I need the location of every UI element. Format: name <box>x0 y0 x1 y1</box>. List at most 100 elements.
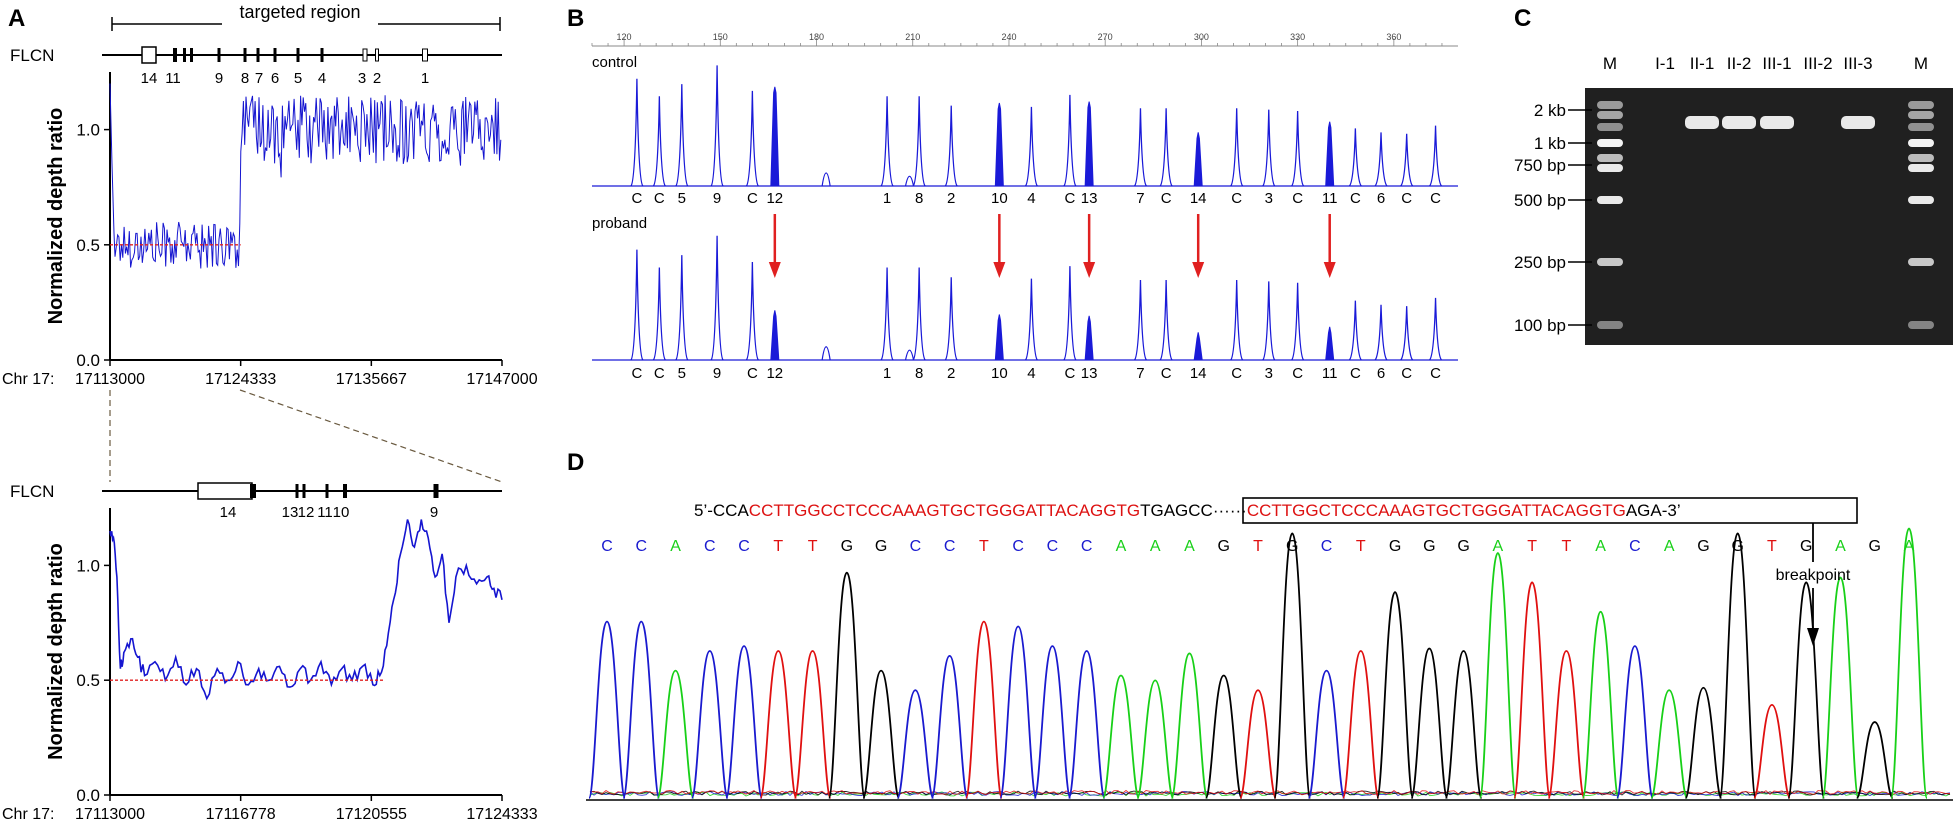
y-tick-label: 0.0 <box>76 351 100 370</box>
exon-label-13: 13 <box>282 504 299 521</box>
seq-deleted-left: CCTTGGCCTCCCAAAGTGCTGGGATTACAGGTG <box>749 501 1140 520</box>
peak-A <box>1821 576 1860 799</box>
peak-proband-5 <box>675 255 689 361</box>
probe-label-proband: C <box>1430 365 1441 382</box>
peak-proband-2 <box>944 277 958 361</box>
exon-label-7: 7 <box>255 70 263 87</box>
exon-label-14: 14 <box>220 504 237 521</box>
base-call: C <box>635 538 647 555</box>
probe-label-proband: C <box>1292 365 1303 382</box>
peak-C <box>1033 645 1072 799</box>
product-band-II-1 <box>1685 116 1719 129</box>
deletion-arrowhead-12 <box>768 262 781 278</box>
peak-control-C <box>652 96 666 187</box>
gene-label-bottom: FLCN <box>10 482 54 501</box>
base-call: A <box>1150 538 1161 555</box>
probe-label-control: C <box>631 190 642 207</box>
base-call: G <box>1423 538 1435 555</box>
peak-C <box>896 689 935 799</box>
peak-G <box>827 571 866 799</box>
lane-label: I-1 <box>1655 54 1675 73</box>
peak-control-1 <box>880 96 894 187</box>
peak-proband-6 <box>1374 304 1388 361</box>
base-call: A <box>1664 538 1675 555</box>
peak-T <box>1547 650 1586 799</box>
y-tick-label: 0.5 <box>76 236 100 255</box>
peak-G <box>1204 674 1243 799</box>
exon-5 <box>296 48 300 62</box>
peak-T <box>965 620 1003 799</box>
exon-11 <box>325 484 329 498</box>
minor-peak <box>821 346 831 361</box>
baseline-trace-G <box>589 790 1951 796</box>
marker-band <box>1597 196 1623 204</box>
peak-C <box>1616 645 1654 799</box>
seq-box-black: TGAGCC <box>1140 501 1213 520</box>
marker-label: 2 kb <box>1534 101 1566 120</box>
probe-label-control: C <box>1231 190 1242 207</box>
peak-proband-C <box>1291 282 1305 361</box>
panel-a-letter: A <box>8 5 25 32</box>
probe-label-control: 5 <box>678 190 686 207</box>
exon-2 <box>375 48 379 62</box>
peak-proband-10 <box>994 314 1004 361</box>
probe-label-proband: 12 <box>766 365 783 382</box>
marker-band <box>1908 196 1934 204</box>
peak-proband-4 <box>1024 278 1038 361</box>
base-call: T <box>1253 538 1263 555</box>
base-call: T <box>773 538 783 555</box>
base-call: T <box>1356 538 1366 555</box>
x-axis-prefix: Chr 17: <box>2 371 54 388</box>
probe-label-proband: C <box>1161 365 1172 382</box>
ruler-label: 360 <box>1386 32 1401 42</box>
peak-proband-C <box>1428 297 1443 361</box>
x-tick-label: 17120555 <box>336 806 407 823</box>
probe-label-control: C <box>1430 190 1441 207</box>
base-call: G <box>1389 538 1401 555</box>
peak-T <box>1341 650 1380 799</box>
peak-control-3 <box>1262 109 1276 187</box>
panel-d-letter: D <box>567 449 584 476</box>
base-call: A <box>670 538 681 555</box>
base-call: C <box>704 538 716 555</box>
exon-6 <box>273 48 277 62</box>
peak-control-4 <box>1024 106 1038 187</box>
base-call: A <box>1493 538 1504 555</box>
marker-label: 100 bp <box>1514 316 1566 335</box>
peak-A <box>1136 679 1175 799</box>
exon-track-top: 14 11 9 8 7 6 5 4 3 2 1 <box>141 46 429 87</box>
probe-label-control: 10 <box>991 190 1008 207</box>
mlpa-control-label: control <box>592 54 637 71</box>
peak-proband-1 <box>880 267 894 361</box>
peak-C <box>930 654 969 799</box>
peak-proband-C <box>1400 306 1414 361</box>
peak-G <box>1855 721 1894 799</box>
base-call: A <box>1904 538 1915 555</box>
exon-14-coding <box>250 484 256 498</box>
exon-1 <box>422 48 428 62</box>
peak-G <box>862 669 900 799</box>
base-call: A <box>1184 538 1195 555</box>
peak-T <box>1513 581 1551 799</box>
exon-8 <box>243 48 247 62</box>
marker-label: 500 bp <box>1514 191 1566 210</box>
peak-control-2 <box>944 105 958 187</box>
base-call: A <box>1595 538 1606 555</box>
peak-control-5 <box>675 84 689 187</box>
lane-label: III-2 <box>1803 54 1832 73</box>
peak-control-6 <box>1374 132 1388 187</box>
probe-label-control: C <box>1161 190 1172 207</box>
x-axis-prefix: Chr 17: <box>2 806 54 823</box>
peak-proband-C <box>1348 300 1362 361</box>
probe-label-proband: C <box>654 365 665 382</box>
ruler-label: 180 <box>809 32 824 42</box>
peak-T <box>1753 703 1791 799</box>
base-call: C <box>1629 538 1641 555</box>
probe-label-control: 9 <box>713 190 721 207</box>
exon-label-4: 4 <box>318 70 326 87</box>
seq-prefix: 5’-CCA <box>694 501 749 520</box>
probe-label-control: C <box>1292 190 1303 207</box>
base-call: C <box>910 538 922 555</box>
marker-band <box>1908 258 1934 266</box>
